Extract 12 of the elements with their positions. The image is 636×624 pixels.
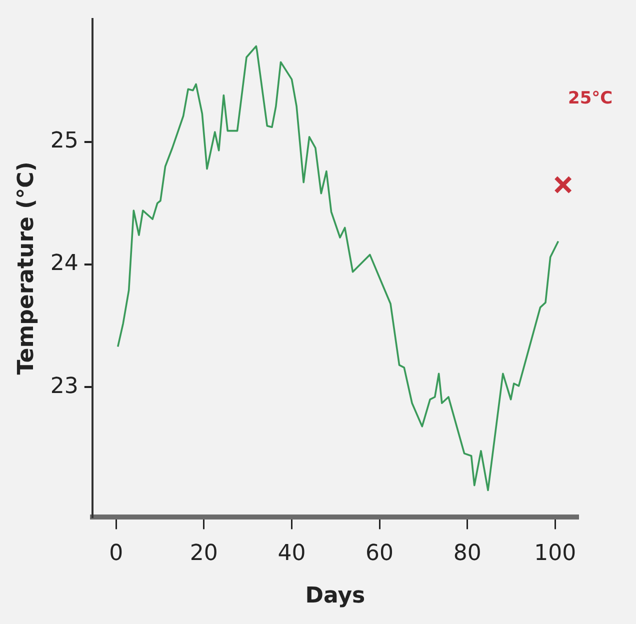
y-tick-label: 24 bbox=[50, 251, 78, 276]
x-axis-title: Days bbox=[305, 584, 366, 609]
x-tick-label: 40 bbox=[278, 541, 306, 566]
x-tick-label: 0 bbox=[109, 541, 124, 566]
x-tick-label: 80 bbox=[453, 541, 482, 566]
annotation: 25°C bbox=[568, 88, 613, 109]
y-tick-label: 25 bbox=[50, 128, 78, 154]
x-tick-label: 20 bbox=[190, 541, 218, 566]
x-tick-label: 100 bbox=[534, 541, 576, 566]
y-axis-title: Temperature (°C) bbox=[14, 162, 39, 375]
x-tick-label: 60 bbox=[366, 541, 394, 566]
y-tick-label: 23 bbox=[50, 374, 78, 399]
